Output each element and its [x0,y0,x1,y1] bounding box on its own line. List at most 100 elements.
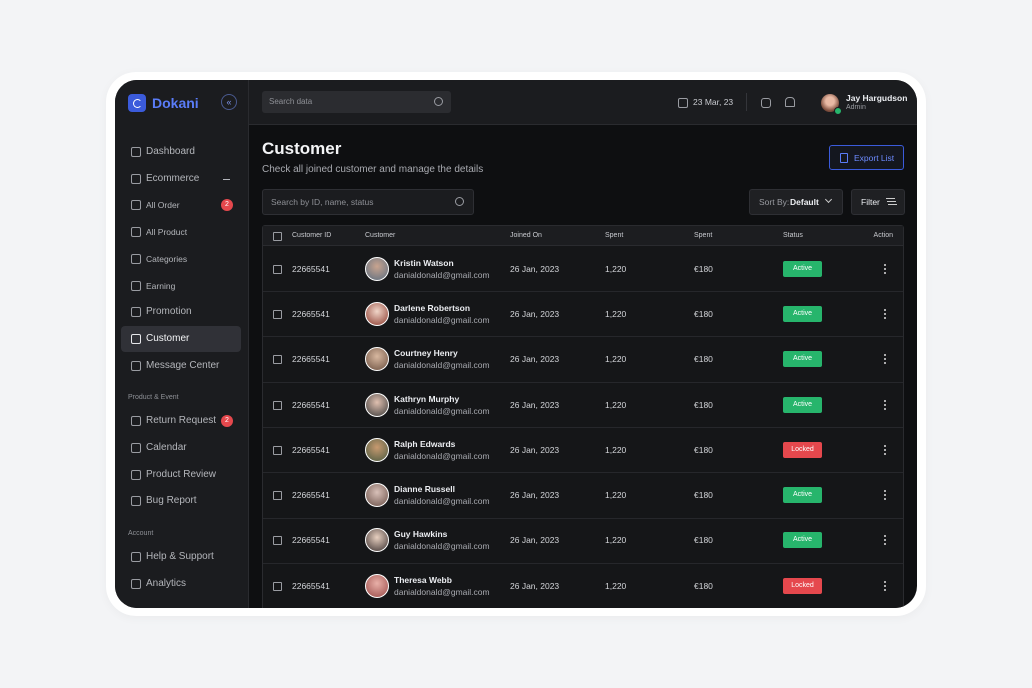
amount: €180 [694,399,713,410]
search-placeholder: Search data [269,97,313,106]
nav-icon [131,578,141,589]
action-menu[interactable] [884,580,886,583]
filter-button[interactable]: Filter [851,189,905,215]
status-badge: Active [783,396,822,413]
action-menu[interactable] [884,535,886,538]
nav-icon [131,147,141,157]
action-menu[interactable] [884,490,886,493]
nav-icon [131,307,141,318]
spent: 1,220 [605,308,627,319]
avatar [365,528,389,553]
action-menu[interactable] [884,263,886,266]
logo-icon [128,94,146,112]
checkbox[interactable] [273,581,282,591]
export-icon [840,153,848,163]
nav-item[interactable]: All Order [146,200,180,211]
checkbox[interactable] [273,309,282,319]
nav-item[interactable]: Categories [146,253,188,264]
nav-icon [131,552,141,563]
bell-icon[interactable] [785,97,795,107]
action-menu[interactable] [884,308,886,311]
customer-name: Kathryn Murphy [394,393,460,404]
nav-item[interactable]: All Product [146,227,188,238]
table-row [263,473,903,519]
amount: €180 [694,263,713,274]
sort-button[interactable]: Sort By: Default [749,189,843,215]
nav-item[interactable]: Calendar [146,442,187,453]
nav-item[interactable]: Dashboard [146,146,195,157]
nav-item[interactable]: Customer [146,332,190,344]
checkbox[interactable] [273,400,282,410]
nav-active-bg [121,325,241,352]
checkbox[interactable] [273,491,282,501]
checkbox[interactable] [273,445,282,455]
spent: 1,220 [605,535,627,546]
avatar [365,437,389,462]
nav-badge: 2 [221,199,233,212]
avatar [365,301,389,326]
joined-date: 26 Jan, 2023 [510,490,560,501]
checkbox[interactable] [273,264,282,274]
export-button[interactable]: Export List [829,145,904,170]
status-badge: Locked [783,577,822,594]
nav-item[interactable]: Bug Report [146,495,197,507]
sort-value: Default [790,197,819,207]
joined-date: 26 Jan, 2023 [510,308,560,319]
customer-name: Guy Hawkins [394,529,448,540]
page-subtitle: Check all joined customer and manage the… [262,164,484,175]
column-header: Status [783,232,803,239]
checkbox[interactable] [273,232,282,241]
table-header [263,226,903,246]
status-badge: Active [783,532,822,549]
table-search[interactable]: Search by ID, name, status [262,189,474,215]
checkbox[interactable] [273,536,282,546]
message-icon[interactable] [761,98,771,108]
nav-item[interactable]: Ecommerce [146,172,200,184]
customer-email: danialdonald@gmail.com [394,314,490,325]
customer-id: 22665541 [292,399,330,410]
spent: 1,220 [605,444,627,455]
customer-id: 22665541 [292,308,330,319]
nav-icon [131,360,141,371]
nav-item[interactable]: Message Center [146,359,220,371]
nav-item[interactable]: Return Request [146,415,217,427]
spent: 1,220 [605,580,627,591]
table-row [263,427,903,474]
nav-item[interactable]: Earning [146,280,176,291]
nav-item[interactable]: Help & Support [146,551,214,563]
nav-icon [131,496,141,507]
app: Dokani « Search data 23 Mar, 23 Jay Harg… [115,80,917,608]
table-row [263,518,903,564]
customer-name: Kristin Watson [394,257,454,268]
nav-icon [131,443,141,453]
nav-item[interactable]: Promotion [146,306,192,318]
customer-email: danialdonald@gmail.com [394,405,490,416]
amount: €180 [694,444,713,455]
spent: 1,220 [605,263,627,274]
collapse-button[interactable]: « [221,94,237,110]
nav-icon [131,200,141,211]
nav-icon [131,173,141,184]
column-header: Customer ID [292,232,332,239]
nav-item[interactable]: Product Review [146,468,217,480]
top-search[interactable]: Search data [262,91,451,113]
status-badge: Active [783,487,822,504]
status-badge: Active [783,305,822,322]
checkbox[interactable] [273,355,282,365]
action-menu[interactable] [884,354,886,357]
action-menu[interactable] [884,444,886,447]
joined-date: 26 Jan, 2023 [510,354,560,365]
table-row [263,246,903,292]
column-header: Spent [694,232,713,239]
export-label: Export List [854,153,895,163]
column-header: Customer [365,232,396,239]
joined-date: 26 Jan, 2023 [510,535,560,546]
column-header: Action [873,232,893,239]
customer-id: 22665541 [292,580,330,591]
action-menu[interactable] [884,399,886,402]
nav-item[interactable]: Analytics [146,577,187,589]
amount: €180 [694,354,713,365]
avatar [365,573,389,598]
customer-email: danialdonald@gmail.com [394,269,490,280]
customer-name: Courtney Henry [394,348,458,359]
